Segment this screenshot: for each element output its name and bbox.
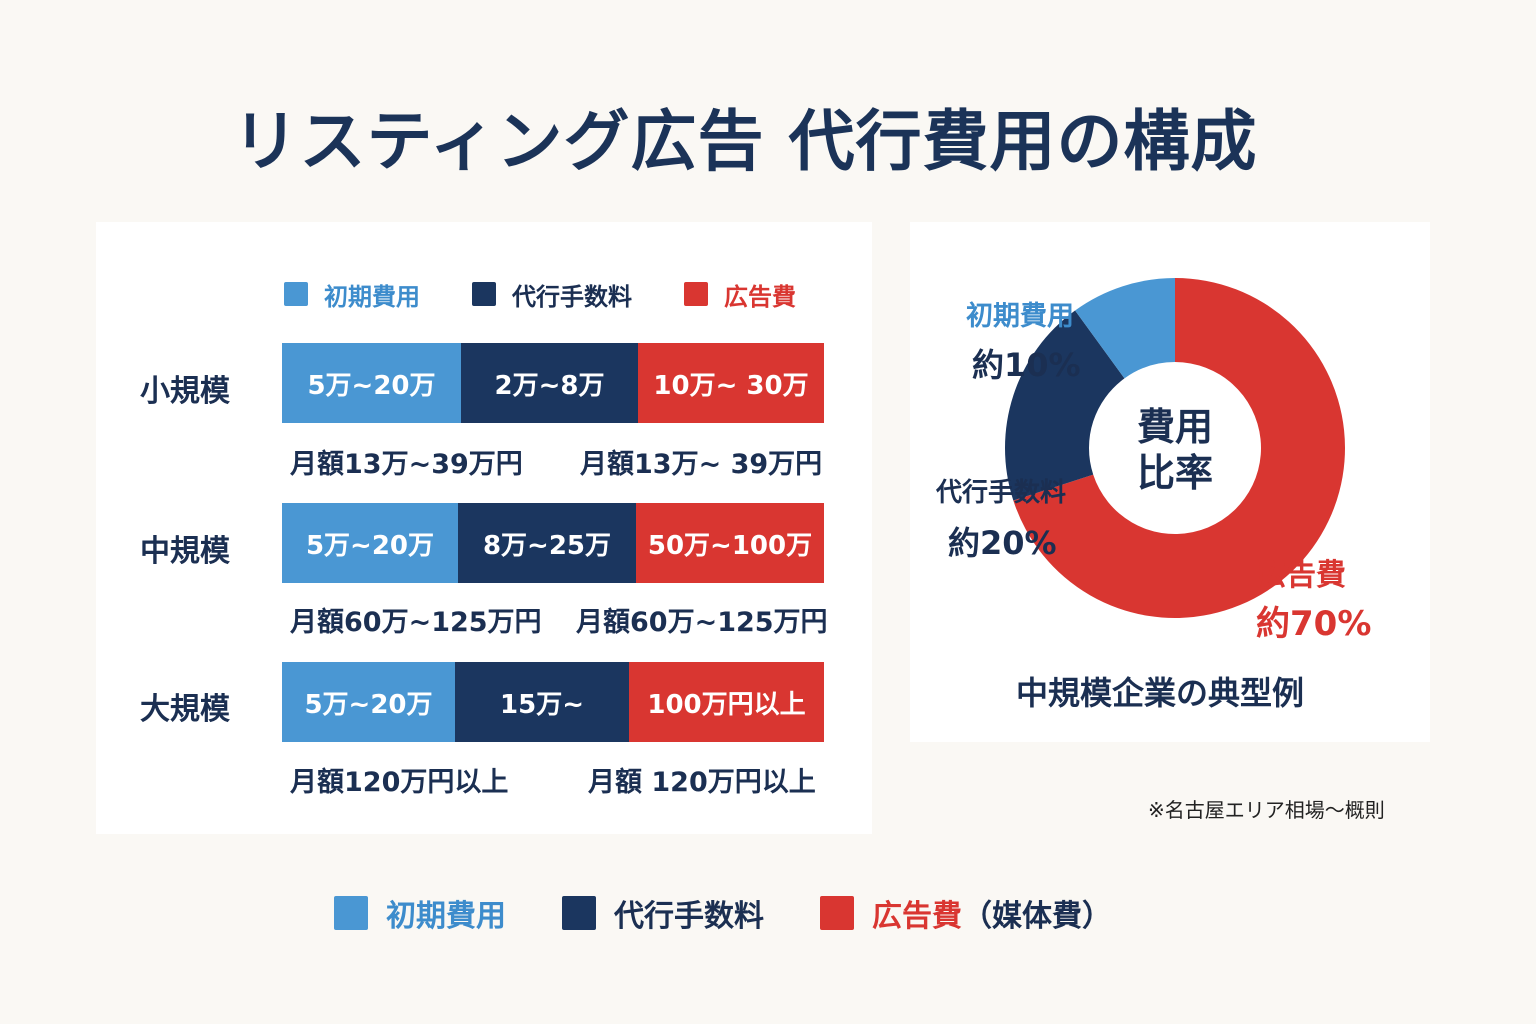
bottom-legend-item-initial: 初期費用 <box>334 891 506 935</box>
row-label-small: 小規模 <box>140 374 230 409</box>
bar-large-agency: 15万~ <box>455 662 629 742</box>
bar-small-agency: 2万~8万 <box>461 343 638 423</box>
total-right-small: 月額13万~ 39万円 <box>580 449 823 480</box>
bottom-legend-label-ad: 広告費 <box>872 899 962 934</box>
donut-caption: 中規模企業の典型例 <box>1016 674 1305 712</box>
row-label-medium: 中規模 <box>140 534 230 569</box>
bar-medium-initial: 5万~20万 <box>282 503 458 583</box>
page-title: リスティング広告 代行費用の構成 <box>232 103 1258 180</box>
total-left-small: 月額13万~39万円 <box>290 449 523 480</box>
bottom-legend-swatch-initial <box>334 896 368 930</box>
bar-large: 5万~20万 15万~ 100万円以上 <box>282 662 824 742</box>
legend-item-agency: 代行手数料 <box>472 277 632 312</box>
legend-swatch-ad <box>684 282 708 306</box>
bottom-legend-item-ad: 広告費 （媒体費） <box>820 891 1112 935</box>
bar-medium-agency: 8万~25万 <box>458 503 636 583</box>
donut-center-line-2: 比率 <box>1136 451 1213 495</box>
legend-item-ad: 広告費 <box>684 277 796 312</box>
legend-swatch-initial <box>284 282 308 306</box>
donut-label-agency-name: 代行手数料 <box>936 478 1067 508</box>
donut-label-ad-value: 約70% <box>1256 604 1372 644</box>
legend-item-initial: 初期費用 <box>284 277 420 312</box>
donut-label-initial-value: 約10% <box>972 346 1081 384</box>
donut-center-label: 費用 比率 <box>1115 404 1235 496</box>
bar-medium-ad: 50万~100万 <box>636 503 824 583</box>
donut-label-ad-name: 広告費 <box>1256 558 1346 593</box>
bottom-legend-label-agency: 代行手数料 <box>614 899 764 934</box>
bar-small: 5万~20万 2万~8万 10万~ 30万 <box>282 343 824 423</box>
donut-label-initial-name: 初期費用 <box>966 301 1074 332</box>
bar-large-initial: 5万~20万 <box>282 662 455 742</box>
legend-label-initial: 初期費用 <box>324 282 420 311</box>
legend-label-agency: 代行手数料 <box>512 282 632 311</box>
bar-medium: 5万~20万 8万~25万 50万~100万 <box>282 503 824 583</box>
bar-small-initial: 5万~20万 <box>282 343 461 423</box>
bar-chart-legend: 初期費用 代行手数料 広告費 <box>284 277 848 311</box>
row-label-large: 大規模 <box>140 692 230 727</box>
legend-swatch-agency <box>472 282 496 306</box>
donut-center-line-1: 費用 <box>1136 405 1213 449</box>
donut-label-agency-value: 約20% <box>948 524 1057 562</box>
total-left-medium: 月額60万~125万円 <box>290 607 542 638</box>
bottom-legend: 初期費用 代行手数料 広告費 （媒体費） <box>334 891 1168 935</box>
bottom-legend-swatch-ad <box>820 896 854 930</box>
bottom-legend-label-ad-suffix: （媒体費） <box>962 899 1112 934</box>
bottom-legend-label-initial: 初期費用 <box>386 899 506 934</box>
total-left-large: 月額120万円以上 <box>290 767 509 798</box>
bar-large-ad: 100万円以上 <box>629 662 824 742</box>
bar-small-ad: 10万~ 30万 <box>638 343 824 423</box>
bottom-legend-swatch-agency <box>562 896 596 930</box>
footnote: ※名古屋エリア相場～概則 <box>1148 798 1385 822</box>
bottom-legend-item-agency: 代行手数料 <box>562 891 764 935</box>
total-right-medium: 月額60万~125万円 <box>576 607 828 638</box>
legend-label-ad: 広告費 <box>724 282 796 311</box>
total-right-large: 月額 120万円以上 <box>588 767 816 798</box>
